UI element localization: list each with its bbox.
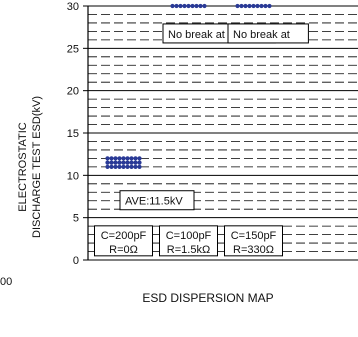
condition-label: R=330Ω — [233, 244, 274, 256]
data-point — [105, 160, 110, 165]
stray-label: 00 — [0, 276, 12, 288]
y-tick-label: 20 — [67, 86, 79, 98]
data-point — [133, 164, 138, 169]
data-point — [125, 164, 130, 169]
data-point — [190, 3, 195, 9]
y-axis-label-line-2: DISCHARGE TEST ESD(kV) — [31, 96, 43, 238]
annotation-text: AVE:11.5kV — [125, 196, 183, 208]
data-point — [182, 3, 187, 9]
data-point — [267, 3, 272, 9]
data-point — [243, 3, 248, 9]
condition-box-2: C=100pF R=1.5kΩ — [159, 225, 218, 257]
data-point — [194, 3, 199, 9]
condition-label: C=150pF — [231, 230, 277, 242]
data-point — [125, 156, 130, 161]
annotation-frame — [227, 23, 309, 44]
data-point — [133, 160, 138, 165]
data-point — [235, 3, 240, 9]
annotation: No break at — [227, 23, 309, 44]
y-tick-label: 15 — [67, 128, 79, 140]
annotation-frame — [119, 190, 195, 211]
annotation: AVE:11.5kV — [119, 190, 195, 211]
data-point — [117, 156, 122, 161]
data-point — [129, 156, 134, 161]
data-point — [198, 3, 203, 9]
data-point — [137, 164, 142, 169]
condition-label: C=100pF — [166, 230, 212, 242]
y-axis-label: ELECTROSTATIC DISCHARGE TEST ESD(kV) — [17, 96, 43, 238]
y-tick-label: 30 — [67, 1, 79, 13]
y-tick-label: 10 — [67, 170, 79, 182]
data-point — [109, 156, 114, 161]
data-point — [105, 156, 110, 161]
data-point — [137, 156, 142, 161]
y-tick-label: 0 — [73, 255, 79, 267]
data-point — [117, 164, 122, 169]
y-tick-label: 5 — [73, 213, 79, 225]
data-point — [117, 160, 122, 165]
condition-label: R=1.5kΩ — [167, 244, 210, 256]
data-point — [178, 3, 183, 9]
data-point — [251, 3, 256, 9]
data-point — [125, 160, 130, 165]
data-point — [121, 164, 126, 169]
data-point — [137, 160, 142, 165]
data-point — [259, 3, 264, 9]
condition-box-frame — [224, 225, 283, 257]
chart-title: ESD DISPERSION MAP — [142, 291, 273, 305]
y-axis-label-line-1: ELECTROSTATIC — [17, 122, 29, 211]
data-point — [121, 160, 126, 165]
data-point — [129, 160, 134, 165]
data-point — [113, 164, 118, 169]
data-point — [113, 156, 118, 161]
data-point — [113, 160, 118, 165]
data-point — [170, 3, 175, 9]
data-point — [174, 3, 179, 9]
data-point — [105, 164, 110, 169]
condition-label: R=0Ω — [109, 244, 138, 256]
data-point — [109, 164, 114, 169]
data-point — [247, 3, 252, 9]
data-point — [109, 160, 114, 165]
condition-box-frame — [159, 225, 218, 257]
condition-box-1: C=200pF R=0Ω — [94, 225, 153, 257]
data-point — [129, 164, 134, 169]
data-point — [133, 156, 138, 161]
data-point — [186, 3, 191, 9]
plot-area: C=200pF R=0Ω C=100pF R=1.5kΩ C=150pF R=330Ω AV… — [83, 3, 358, 261]
condition-box-frame — [94, 225, 153, 257]
annotation-text: No break at — [233, 29, 290, 41]
condition-box-3: C=150pF R=330Ω — [224, 225, 283, 257]
y-tick-labels: 0 5 10 15 20 25 30 — [67, 1, 79, 267]
data-point — [239, 3, 244, 9]
data-point — [121, 156, 126, 161]
data-point — [263, 3, 268, 9]
condition-label: C=200pF — [101, 230, 147, 242]
y-tick-label: 25 — [67, 43, 79, 55]
data-point — [255, 3, 260, 9]
data-point — [202, 3, 207, 9]
